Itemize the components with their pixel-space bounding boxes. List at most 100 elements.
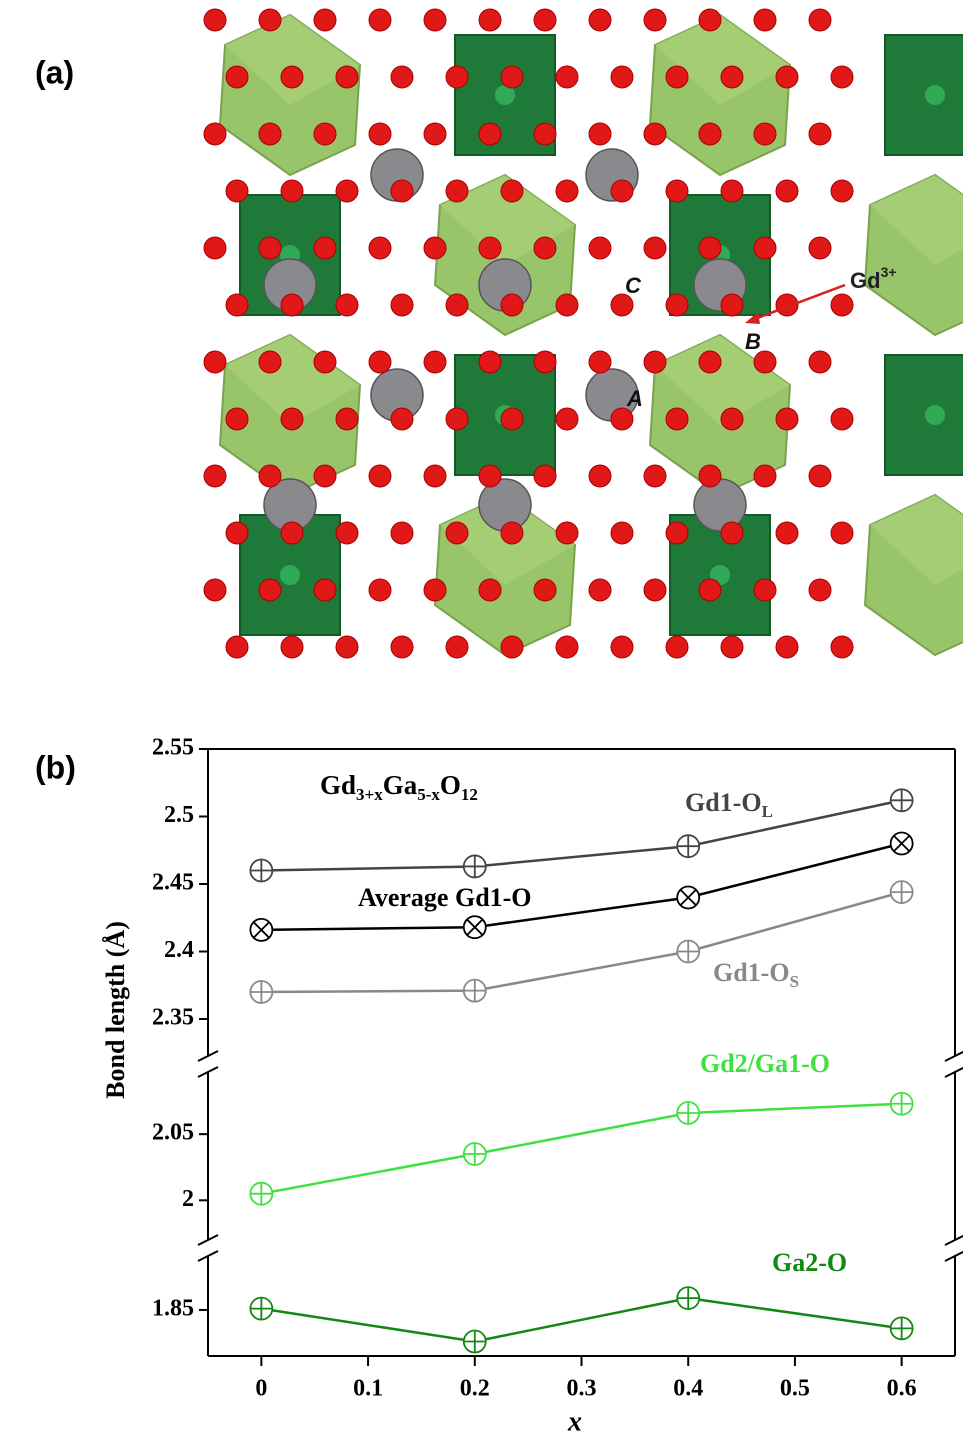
o-atom	[775, 635, 799, 659]
o-atom	[720, 635, 744, 659]
o-atom	[830, 179, 854, 203]
series-line	[261, 1102, 902, 1195]
o-atom	[203, 578, 227, 602]
o-atom	[478, 8, 502, 32]
marker-cross	[252, 921, 270, 939]
o-atom	[830, 635, 854, 659]
octahedron-face	[225, 335, 360, 425]
o-atom	[665, 179, 689, 203]
y-tick-label: 2.5	[164, 802, 194, 828]
series-line	[261, 1296, 902, 1343]
marker	[462, 978, 487, 1003]
o-atom	[313, 8, 337, 32]
o-atom	[555, 521, 579, 545]
o-atom	[775, 407, 799, 431]
o-atom	[610, 293, 634, 317]
o-atom	[588, 350, 612, 374]
o-atom	[665, 407, 689, 431]
o-atom	[610, 407, 634, 431]
series-label-part: Ga2-O	[772, 1248, 847, 1277]
o-atom	[808, 578, 832, 602]
ion-label-base: Gd	[850, 268, 881, 293]
o-atom	[500, 635, 524, 659]
ga-atom	[925, 405, 945, 425]
o-atom	[258, 122, 282, 146]
o-atom	[335, 407, 359, 431]
marker	[676, 1101, 701, 1125]
o-atom	[775, 293, 799, 317]
series-label: Gd1-OL	[685, 788, 773, 821]
x-tick-label: 0.1	[353, 1376, 383, 1402]
o-atom	[643, 578, 667, 602]
axis-break	[944, 1050, 963, 1062]
marker	[676, 885, 701, 910]
marker	[889, 831, 914, 856]
o-atom	[665, 521, 689, 545]
marker	[249, 1181, 274, 1206]
o-atom	[643, 350, 667, 374]
o-atom	[808, 350, 832, 374]
axis-break	[944, 1234, 963, 1246]
o-atom	[808, 122, 832, 146]
o-atom	[258, 464, 282, 488]
o-atom	[313, 464, 337, 488]
o-atom	[720, 407, 744, 431]
title-sub: 5-x	[417, 785, 440, 804]
o-atom	[280, 293, 304, 317]
axis-break	[197, 1234, 219, 1246]
o-atom	[533, 578, 557, 602]
marker	[889, 788, 914, 813]
ga-atom	[495, 85, 515, 105]
o-atom	[335, 521, 359, 545]
marker	[676, 939, 701, 964]
o-atom	[588, 578, 612, 602]
o-atom	[390, 179, 414, 203]
o-atom	[478, 350, 502, 374]
o-atom	[588, 236, 612, 260]
o-atom	[478, 578, 502, 602]
o-atom	[830, 65, 854, 89]
o-atom	[335, 293, 359, 317]
o-atom	[753, 464, 777, 488]
x-tick-label: 0.2	[460, 1376, 490, 1402]
o-atom	[445, 293, 469, 317]
o-atom	[258, 8, 282, 32]
marker	[676, 1286, 701, 1311]
ga-atom	[280, 565, 300, 585]
marker	[889, 1091, 914, 1116]
y-tick-label: 2	[182, 1186, 194, 1212]
o-atom	[478, 122, 502, 146]
o-atom	[500, 179, 524, 203]
axis-break	[197, 1050, 219, 1062]
marker-cross	[679, 889, 697, 906]
marker-cross	[466, 918, 484, 936]
o-atom	[753, 236, 777, 260]
ion-label: Gd3+	[850, 264, 897, 293]
o-atom	[500, 521, 524, 545]
o-atom	[610, 65, 634, 89]
site-label: C	[625, 273, 642, 298]
o-atom	[753, 8, 777, 32]
site-label: B	[745, 329, 761, 354]
o-atom	[830, 521, 854, 545]
marker	[889, 880, 914, 905]
y-axis-label: Bond length (Å)	[101, 921, 130, 1099]
o-atom	[280, 179, 304, 203]
marker	[462, 915, 487, 940]
series-line	[261, 890, 902, 994]
o-atom	[390, 521, 414, 545]
o-atom	[555, 407, 579, 431]
series-label: Gd2/Ga1-O	[700, 1049, 830, 1078]
chart-title: Gd3+xGa5-xO12	[320, 770, 478, 804]
o-atom	[720, 65, 744, 89]
series-label-part: Gd1-O	[713, 958, 790, 987]
o-atom	[445, 635, 469, 659]
x-tick-label: 0.5	[780, 1376, 810, 1402]
o-atom	[533, 236, 557, 260]
title-sub: 3+x	[356, 785, 383, 804]
o-atom	[698, 236, 722, 260]
o-atom	[225, 179, 249, 203]
o-atom	[698, 8, 722, 32]
arrow	[751, 283, 846, 322]
series-label-sub: S	[790, 972, 799, 991]
